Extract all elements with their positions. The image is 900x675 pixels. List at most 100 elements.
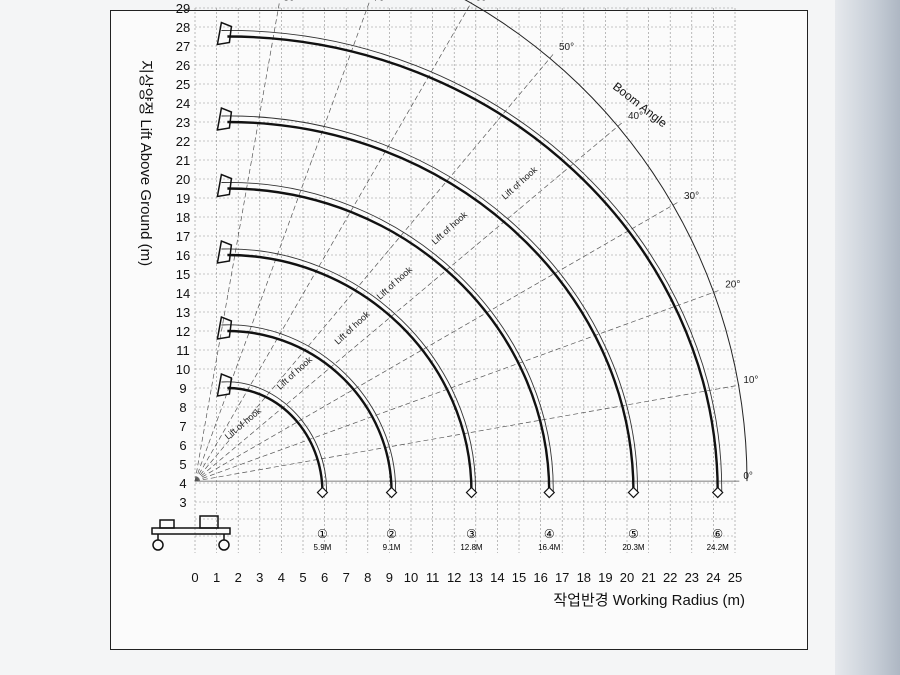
boom-tip-icon [216, 372, 233, 397]
hook-arc-outer [221, 182, 554, 493]
hook-arc-outer [221, 381, 327, 493]
boom-angle-ray [194, 2, 472, 482]
x-tick-label: 12 [447, 570, 461, 585]
y-tick-label: 4 [179, 476, 186, 491]
hook-arc [227, 329, 393, 493]
y-tick-label: 27 [176, 39, 190, 54]
hook-label-3: Lift of hook [333, 309, 372, 347]
angle-label: 20° [725, 280, 740, 291]
boom-tip-icon [216, 106, 233, 131]
y-tick-label: 12 [176, 324, 190, 339]
section-marker: ③ [466, 527, 477, 541]
boom-tip-icon [216, 315, 233, 340]
angle-label: 40° [628, 111, 643, 122]
y-axis-title: 지상양정 Lift Above Ground (m) [137, 60, 154, 266]
x-tick-label: 6 [321, 570, 328, 585]
y-tick-labels: 3 4 5 6 7 8 9 10 11 12 13 14 15 16 17 18 19 20 21 22 23 24 25 2… [176, 1, 190, 510]
y-tick-label: 20 [176, 172, 190, 187]
grid [194, 7, 736, 553]
x-tick-label: 9 [386, 570, 393, 585]
hook-icon [316, 486, 329, 499]
x-tick-label: 7 [343, 570, 350, 585]
angle-label: 0° [743, 471, 753, 482]
y-tick-label: 22 [176, 134, 190, 149]
angle-label: 10° [743, 375, 758, 386]
x-tick-label: 24 [706, 570, 720, 585]
boom-tip-icon [216, 173, 233, 198]
x-tick-label: 15 [512, 570, 526, 585]
y-tick-label: 9 [179, 381, 186, 396]
hook-arc [227, 386, 324, 493]
y-tick-label: 7 [179, 419, 186, 434]
boom-angle-ray [194, 120, 625, 482]
y-tick-label: 29 [176, 1, 190, 16]
section-marker: ⑥ [712, 527, 723, 541]
hook-arc [227, 120, 635, 493]
angle-label: 30° [684, 191, 699, 202]
section-marker: ② [386, 527, 397, 541]
y-tick-label: 14 [176, 286, 190, 301]
hook-icon [465, 486, 478, 499]
y-tick-label: 15 [176, 267, 190, 282]
y-tick-label: 25 [176, 77, 190, 92]
hook-arc [227, 35, 719, 493]
x-tick-label: 0 [191, 570, 198, 585]
x-tick-label: 8 [364, 570, 371, 585]
angle-label: 50° [559, 42, 574, 53]
y-tick-label: 17 [176, 229, 190, 244]
x-tick-label: 19 [598, 570, 612, 585]
y-tick-label: 18 [176, 210, 190, 225]
y-tick-label: 11 [176, 343, 190, 358]
x-tick-label: 23 [685, 570, 699, 585]
section-radius-label: 16.4M [538, 543, 561, 552]
x-tick-label: 21 [641, 570, 655, 585]
hook-label-4: Lift of hook [375, 264, 415, 301]
boom-envelope-arc [464, 0, 748, 482]
x-axis-title: 작업반경 Working Radius (m) [553, 592, 745, 609]
x-tick-label: 13 [469, 570, 483, 585]
hook-arc-outer [221, 324, 397, 493]
boom-angle-ray [194, 200, 681, 482]
hook-arcs [216, 21, 724, 499]
boom-angle-ray [194, 2, 370, 482]
hook-icon [543, 486, 556, 499]
background-edge [835, 0, 900, 675]
section-marker: ① [317, 527, 328, 541]
x-tick-label: 2 [235, 570, 242, 585]
boom-tip-icon [216, 21, 233, 46]
hook-label-1: Lift of hook [223, 405, 264, 441]
hook-icon [711, 486, 724, 499]
section-radius-label: 5.9M [314, 543, 332, 552]
hook-icon [627, 486, 640, 499]
section-radius-label: 9.1M [383, 543, 401, 552]
y-tick-label: 24 [176, 96, 190, 111]
x-tick-label: 10 [404, 570, 418, 585]
y-tick-label: 26 [176, 58, 190, 73]
boom-angle-lines: 0° 10° 20° 30° 40° 50° 60° 70° 80° [194, 0, 758, 482]
angle-label: 80° [283, 0, 298, 3]
y-tick-label: 5 [179, 457, 186, 472]
x-tick-label: 20 [620, 570, 634, 585]
x-tick-label: 3 [256, 570, 263, 585]
section-radius-label: 20.3M [622, 543, 645, 552]
section-markers: ① 5.9M ② 9.1M ③ 12.8M ④ 16.4M ⑤ 20.3M ⑥ 24.2M [314, 527, 730, 552]
hook-label-5: Lift of hook [430, 209, 470, 246]
hook-arc-outer [221, 30, 723, 493]
section-radius-label: 24.2M [707, 543, 730, 552]
section-marker: ⑤ [628, 527, 639, 541]
boom-angle-ray [194, 384, 740, 482]
hook-arc [227, 187, 551, 493]
x-tick-label: 22 [663, 570, 677, 585]
x-tick-label: 18 [577, 570, 591, 585]
y-tick-label: 16 [176, 248, 190, 263]
hook-arc [227, 253, 473, 493]
hook-label-6: Lift of hook [500, 164, 540, 201]
y-tick-label: 8 [179, 400, 186, 415]
x-tick-label: 5 [299, 570, 306, 585]
y-tick-label: 19 [176, 191, 190, 206]
y-tick-label: 3 [179, 495, 186, 510]
y-tick-label: 28 [176, 20, 190, 35]
boom-angle-ray [194, 289, 722, 482]
y-tick-label: 10 [176, 362, 190, 377]
